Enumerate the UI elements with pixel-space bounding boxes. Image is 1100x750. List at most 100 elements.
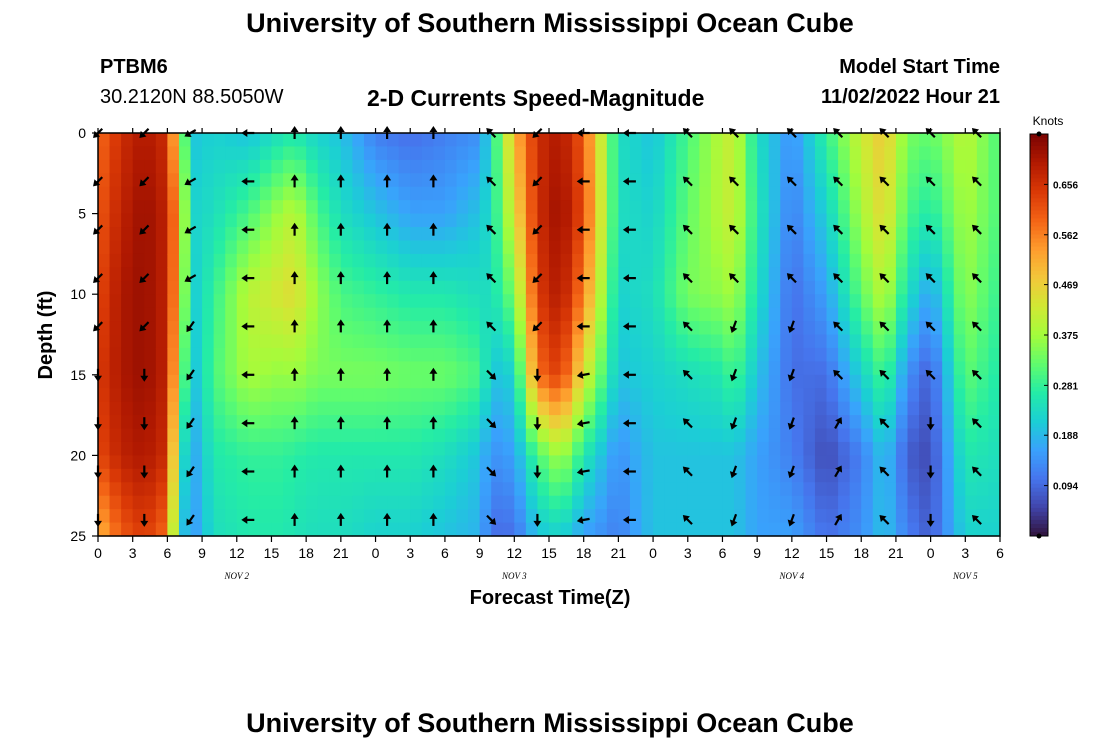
current-arrow [429, 319, 438, 333]
heatmap-cell [514, 388, 527, 403]
heatmap-cell [699, 428, 712, 443]
heatmap-cell [271, 361, 284, 376]
heatmap-cell [560, 321, 573, 336]
heatmap-cell [988, 321, 1001, 336]
heatmap-cell [294, 415, 307, 430]
heatmap-cell [433, 253, 446, 268]
heatmap-cell [213, 441, 226, 456]
heatmap-cell [618, 455, 631, 470]
heatmap-cell [722, 186, 735, 201]
colorbar-swatch [1030, 218, 1048, 223]
heatmap-cell [525, 240, 539, 255]
heatmap-cell [953, 428, 966, 443]
heatmap-cell [306, 468, 319, 483]
heatmap-cell [98, 253, 111, 268]
heatmap-cell [629, 455, 643, 470]
heatmap-cell [98, 294, 111, 309]
heatmap-cell [363, 133, 377, 148]
heatmap-cell [363, 428, 377, 443]
heatmap-cell [363, 374, 377, 389]
heatmap-cell [953, 361, 966, 376]
heatmap-cell [895, 227, 909, 242]
heatmap-cell [98, 374, 111, 389]
heatmap-cell [884, 267, 897, 282]
heatmap-cell [849, 482, 862, 497]
heatmap-cell [988, 159, 1001, 174]
heatmap-cell [144, 200, 157, 215]
heatmap-cell [340, 280, 354, 295]
heatmap-cell [479, 347, 492, 362]
heatmap-cell [583, 388, 596, 403]
heatmap-cell [144, 482, 157, 497]
heatmap-cell [826, 200, 839, 215]
current-arrow [925, 273, 936, 284]
heatmap-cell [988, 307, 1001, 322]
heatmap-cell [780, 133, 793, 148]
heatmap-cell [98, 522, 111, 537]
heatmap-cell [988, 415, 1001, 430]
heatmap-cell [271, 307, 284, 322]
heatmap-cell [791, 495, 805, 510]
heatmap-cell [132, 186, 145, 201]
heatmap-cell [572, 159, 585, 174]
heatmap-cell [826, 388, 839, 403]
current-arrow [186, 465, 195, 478]
heatmap-cell [167, 415, 180, 430]
heatmap-cell [710, 401, 724, 416]
heatmap-cell [919, 495, 932, 510]
heatmap-cell [525, 307, 539, 322]
current-arrow [787, 368, 796, 382]
heatmap-cell [861, 522, 874, 537]
heatmap-cell [340, 227, 354, 242]
heatmap-cell [294, 388, 307, 403]
heatmap-cell [930, 146, 943, 161]
heatmap-cell [329, 240, 342, 255]
heatmap-cell [202, 522, 215, 537]
heatmap-cell [444, 321, 458, 336]
heatmap-cell [329, 227, 342, 242]
heatmap-cell [722, 334, 735, 349]
heatmap-cell [560, 200, 573, 215]
current-arrow [834, 417, 843, 429]
heatmap-cell [780, 428, 793, 443]
heatmap-cell [421, 374, 434, 389]
current-arrow [486, 514, 497, 525]
heatmap-cell [849, 347, 862, 362]
heatmap-cell [988, 200, 1001, 215]
colorbar-swatch [1030, 383, 1048, 388]
heatmap-cell [641, 334, 654, 349]
heatmap-cell [814, 186, 828, 201]
heatmap-cell [930, 159, 943, 174]
heatmap-cell [629, 509, 643, 524]
heatmap-cell [271, 267, 284, 282]
heatmap-cell [768, 307, 781, 322]
heatmap-cell [109, 146, 122, 161]
heatmap-cell [444, 374, 458, 389]
heatmap-cell [294, 294, 307, 309]
heatmap-cell [259, 200, 273, 215]
heatmap-cell [98, 495, 111, 510]
colorbar-swatch [1030, 471, 1048, 477]
heatmap-cell [190, 495, 203, 510]
heatmap-cell [491, 388, 504, 403]
heatmap-cell [190, 334, 203, 349]
heatmap-cell [502, 227, 515, 242]
current-arrow [879, 224, 890, 235]
current-arrow [139, 321, 150, 332]
heatmap-cell [595, 240, 608, 255]
heatmap-cell [549, 374, 562, 389]
heatmap-cell [236, 522, 249, 537]
heatmap-cell [421, 334, 434, 349]
heatmap-cell [791, 468, 805, 483]
heatmap-cell [502, 133, 515, 148]
heatmap-cell [560, 401, 573, 416]
heatmap-cell [942, 294, 955, 309]
heatmap-cell [410, 415, 423, 430]
heatmap-cell [213, 321, 226, 336]
heatmap-cell [340, 509, 354, 524]
heatmap-cell [502, 213, 515, 228]
heatmap-cell [618, 374, 631, 389]
current-arrow [833, 273, 844, 284]
heatmap-cell [98, 441, 111, 456]
heatmap-cell [653, 307, 666, 322]
